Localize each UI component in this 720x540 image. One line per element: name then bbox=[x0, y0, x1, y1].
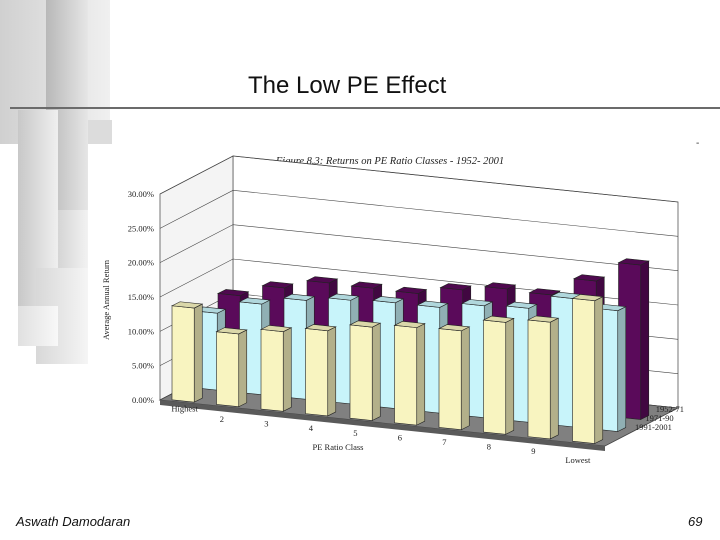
bar-1-5 bbox=[348, 320, 382, 422]
x-tick-label: Lowest bbox=[565, 455, 591, 465]
bar-top bbox=[304, 324, 337, 332]
bar-side bbox=[327, 326, 337, 417]
bar-1-2 bbox=[215, 327, 248, 408]
chart-floor-edge bbox=[160, 400, 605, 451]
bar-top bbox=[350, 281, 383, 289]
bar-1-3 bbox=[259, 325, 293, 412]
page-number: 69 bbox=[688, 514, 703, 529]
title-rule bbox=[10, 107, 720, 109]
bar-side bbox=[416, 323, 426, 426]
bar-top bbox=[305, 276, 339, 284]
bar-side bbox=[282, 327, 292, 412]
bar-1-10 bbox=[571, 294, 604, 445]
bar-1-8 bbox=[482, 315, 515, 435]
y-tick-label: 20.00% bbox=[128, 258, 154, 268]
bar-front bbox=[527, 319, 551, 440]
bar-side bbox=[193, 303, 203, 403]
bar-top bbox=[437, 324, 471, 332]
bar-front bbox=[349, 324, 373, 421]
bar-side bbox=[549, 317, 559, 440]
x-tick-label: 9 bbox=[531, 446, 535, 456]
bar-top bbox=[439, 283, 472, 291]
bar-side bbox=[617, 306, 627, 433]
legend-label: 1991-2001 bbox=[635, 422, 672, 432]
bar-top bbox=[572, 274, 606, 282]
x-tick-label: 4 bbox=[309, 423, 314, 433]
bar-top bbox=[483, 282, 517, 290]
bar-1-9 bbox=[526, 315, 560, 440]
x-tick-label: Highest bbox=[171, 403, 198, 413]
bar-front bbox=[260, 329, 284, 412]
bar-1-1 bbox=[170, 301, 204, 403]
y-tick-label: 5.00% bbox=[132, 361, 154, 371]
bar-top bbox=[170, 301, 204, 309]
bar-front bbox=[394, 324, 418, 426]
bar-top bbox=[216, 289, 250, 297]
gridline bbox=[159, 258, 679, 306]
y-tick-label: 25.00% bbox=[128, 223, 154, 233]
bar-front bbox=[483, 319, 507, 435]
gridline bbox=[159, 224, 679, 271]
decor-block bbox=[18, 306, 58, 346]
bar-side bbox=[505, 317, 515, 435]
decor-block bbox=[58, 210, 88, 268]
corner-mark: - bbox=[696, 138, 700, 149]
bar-front bbox=[216, 331, 240, 408]
bar-side bbox=[460, 326, 470, 431]
bar-1-6 bbox=[393, 321, 426, 426]
bar-top bbox=[215, 327, 248, 335]
bar-side bbox=[371, 322, 381, 422]
y-tick-label: 10.00% bbox=[128, 326, 154, 336]
bar-1-7 bbox=[437, 324, 471, 431]
bar-top bbox=[460, 299, 494, 307]
bar-top bbox=[261, 281, 294, 289]
bar-front bbox=[572, 298, 596, 444]
x-tick-label: 2 bbox=[220, 414, 224, 424]
bar-top bbox=[528, 288, 561, 296]
x-tick-label: 6 bbox=[398, 432, 402, 442]
bar-side bbox=[640, 260, 650, 421]
bar-top bbox=[327, 293, 360, 301]
bar-top bbox=[505, 301, 538, 309]
x-tick-label: 5 bbox=[353, 428, 357, 438]
bar-top bbox=[371, 296, 405, 304]
slide-title: The Low PE Effect bbox=[248, 72, 447, 99]
bar-top bbox=[482, 315, 515, 323]
bar-top bbox=[282, 293, 316, 301]
chart-title: Figure 8.3: Returns on PE Ratio Classes … bbox=[275, 156, 504, 167]
bar-side bbox=[594, 296, 604, 445]
y-tick-label: 15.00% bbox=[128, 292, 154, 302]
y-axis-label: Average Annual Return bbox=[101, 259, 111, 340]
decor-block bbox=[88, 120, 112, 144]
bar-top bbox=[526, 315, 560, 323]
bar-side bbox=[238, 329, 248, 408]
y-tick-label: 30.00% bbox=[128, 189, 154, 199]
bar-top bbox=[259, 325, 293, 332]
bar-top bbox=[416, 300, 449, 308]
plot-area: 0.00% 5.00% 10.00% 15.00% 20.00% 25.00% 30.00%… bbox=[128, 155, 684, 465]
bar-1-4 bbox=[304, 324, 337, 417]
bar-top bbox=[617, 258, 650, 266]
gridline bbox=[159, 155, 679, 203]
x-axis-label: PE Ratio Class bbox=[312, 442, 363, 452]
gridline bbox=[159, 190, 679, 237]
bar-front bbox=[171, 305, 195, 403]
bar-front bbox=[438, 328, 462, 431]
bar-top bbox=[393, 321, 426, 328]
x-tick-label: 8 bbox=[487, 442, 491, 452]
bar-top bbox=[348, 320, 382, 328]
y-tick-label: 0.00% bbox=[132, 395, 154, 405]
bar-front bbox=[305, 328, 329, 417]
bar-top bbox=[394, 286, 428, 294]
bar-top bbox=[238, 297, 271, 305]
bar-top bbox=[571, 294, 604, 302]
x-tick-label: 7 bbox=[442, 437, 446, 447]
legend-label: 1971-90 bbox=[645, 413, 673, 423]
footer-author: Aswath Damodaran bbox=[16, 514, 131, 529]
x-tick-label: 3 bbox=[264, 419, 268, 429]
legend-label: 1952-71 bbox=[656, 404, 684, 414]
